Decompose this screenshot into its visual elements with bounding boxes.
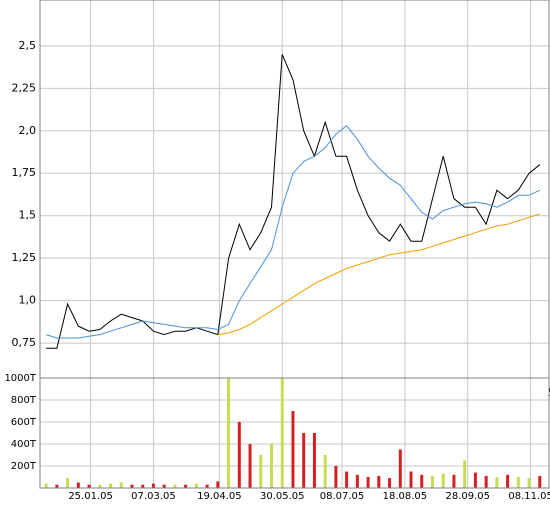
volume-bar bbox=[506, 474, 510, 488]
x-tick-label: 18.08.05 bbox=[383, 491, 428, 502]
volume-bar bbox=[409, 471, 413, 488]
price-line bbox=[217, 213, 540, 336]
y-tick-label: 1,0 bbox=[19, 294, 37, 307]
volume-bar bbox=[538, 475, 542, 488]
volume-bar bbox=[355, 474, 359, 488]
volume-bar bbox=[227, 378, 231, 488]
volume-bar bbox=[109, 483, 113, 488]
plot-area bbox=[40, 378, 549, 488]
volume-bar bbox=[495, 477, 499, 488]
y-tick-label: 600T bbox=[11, 417, 37, 428]
x-tick-label: 25.01.05 bbox=[68, 491, 113, 502]
y-tick-label: 1,5 bbox=[19, 209, 37, 222]
volume-bar bbox=[345, 471, 349, 488]
volume-bar bbox=[205, 484, 209, 488]
volume-bar bbox=[398, 449, 402, 488]
volume-bar bbox=[377, 475, 381, 488]
volume-bar bbox=[66, 478, 70, 488]
volume-bar bbox=[119, 482, 123, 488]
volume-bar bbox=[366, 477, 370, 488]
price-line bbox=[45, 124, 541, 339]
volume-bar bbox=[280, 378, 284, 488]
volume-bar bbox=[98, 484, 102, 488]
volume-bar bbox=[302, 433, 306, 488]
volume-bar bbox=[516, 477, 520, 488]
volume-bar bbox=[141, 484, 145, 488]
volume-bar bbox=[291, 411, 295, 488]
volume-bar bbox=[248, 444, 252, 488]
x-tick-label: 07.03.05 bbox=[131, 491, 176, 502]
volume-bar bbox=[312, 433, 316, 488]
volume-bar bbox=[484, 475, 488, 488]
volume-bar bbox=[420, 474, 424, 488]
volume-bar bbox=[76, 482, 80, 488]
x-tick-label: 28.09.05 bbox=[445, 491, 490, 502]
x-tick-label: 08.11.05 bbox=[508, 491, 550, 502]
volume-bar bbox=[194, 483, 198, 488]
y-tick-label: 2,5 bbox=[19, 39, 37, 52]
volume-bar bbox=[441, 473, 445, 488]
volume-bar bbox=[452, 474, 456, 488]
volume-bar bbox=[334, 466, 338, 488]
volume-bar bbox=[151, 483, 155, 488]
price-panel: 0,751,01,251,51,752,02,252,525.01.0507.0… bbox=[12, 0, 550, 399]
volume-bar bbox=[55, 484, 59, 488]
volume-bar bbox=[162, 484, 166, 488]
y-tick-label: 0,75 bbox=[12, 336, 37, 349]
volume-bar bbox=[130, 484, 134, 488]
x-tick-label: 30.05.05 bbox=[260, 491, 305, 502]
plot-frame bbox=[39, 377, 550, 489]
y-tick-label: 200T bbox=[11, 461, 37, 472]
volume-bar bbox=[473, 472, 477, 488]
volume-bar bbox=[388, 478, 392, 488]
y-tick-label: 800T bbox=[11, 395, 37, 406]
price-line bbox=[46, 54, 541, 349]
volume-bar bbox=[463, 460, 467, 488]
volume-bar bbox=[430, 475, 434, 488]
volume-bar bbox=[87, 484, 91, 488]
y-tick-label: 1,25 bbox=[12, 251, 37, 264]
volume-bar bbox=[259, 455, 263, 488]
volume-bar bbox=[527, 478, 531, 488]
x-tick-label: 08.07.05 bbox=[320, 491, 365, 502]
volume-bar bbox=[270, 444, 274, 488]
volume-bar bbox=[216, 481, 220, 488]
volume-bar bbox=[184, 484, 188, 488]
y-tick-label: 1,75 bbox=[12, 166, 37, 179]
volume-bar bbox=[173, 484, 177, 488]
y-tick-label: 400T bbox=[11, 439, 37, 450]
volume-bar bbox=[323, 455, 327, 488]
y-tick-label: 2,0 bbox=[19, 124, 37, 137]
volume-bar bbox=[237, 422, 241, 488]
volume-bar bbox=[44, 483, 48, 488]
y-tick-label: 2,25 bbox=[12, 81, 37, 94]
x-tick-label: 19.04.05 bbox=[197, 491, 242, 502]
plot-area bbox=[40, 0, 549, 383]
y-tick-label: 1000T bbox=[4, 373, 36, 384]
volume-panel: 200T 400T 600T 800T 1000T 25.01.05 07.03.05 19.… bbox=[4, 373, 550, 502]
